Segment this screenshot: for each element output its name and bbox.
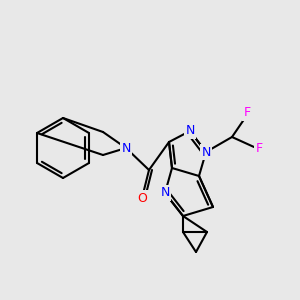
Text: F: F xyxy=(243,106,250,119)
Text: N: N xyxy=(160,187,170,200)
Text: N: N xyxy=(185,124,195,137)
Text: F: F xyxy=(255,142,262,155)
Text: O: O xyxy=(137,191,147,205)
Text: N: N xyxy=(201,146,211,158)
Text: N: N xyxy=(121,142,131,154)
